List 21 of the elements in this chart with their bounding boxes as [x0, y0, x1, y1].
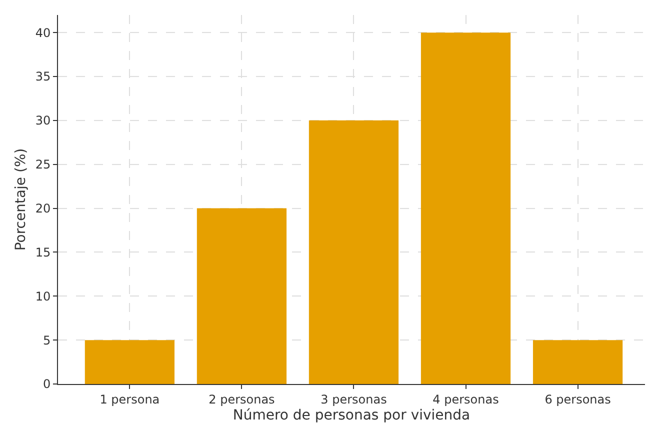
- x-axis-title: Número de personas por vivienda: [232, 408, 470, 424]
- bar: [196, 208, 287, 384]
- y-tick-label: 0: [42, 377, 51, 392]
- y-axis-title: Porcentaje (%): [12, 148, 29, 251]
- bar: [84, 340, 174, 384]
- x-tick-label: 6 personas: [544, 392, 611, 406]
- y-tick-label: 15: [35, 245, 51, 260]
- x-tick-label: 3 personas: [320, 392, 387, 406]
- bar: [420, 32, 511, 384]
- bar: [532, 340, 623, 384]
- y-tick-label: 25: [35, 158, 51, 172]
- y-tick-label: 10: [35, 289, 51, 304]
- y-tick-label: 20: [35, 201, 51, 216]
- x-tick-label: 4 personas: [432, 392, 499, 406]
- x-tick-label: 1 persona: [100, 392, 160, 406]
- x-tick-label: 2 personas: [208, 392, 275, 406]
- y-tick-label: 5: [42, 333, 51, 348]
- bar: [308, 120, 399, 384]
- y-tick-label: 35: [35, 70, 51, 84]
- y-tick-label: 40: [35, 26, 51, 40]
- y-tick-label: 30: [35, 114, 51, 128]
